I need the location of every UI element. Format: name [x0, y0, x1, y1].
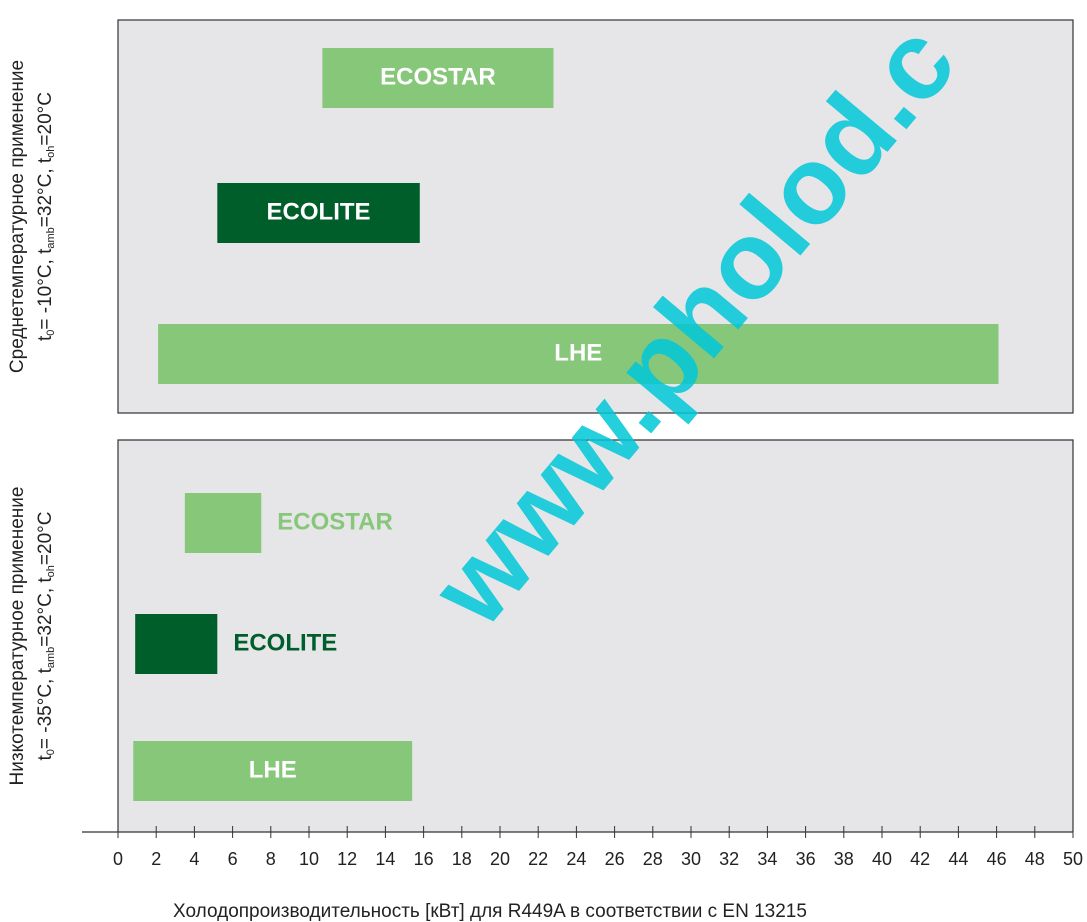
y-axis-label-part: =32°C, t [35, 577, 56, 647]
x-tick-label: 50 [1063, 849, 1083, 869]
y-axis-label-part: = -10°C, t [35, 248, 56, 330]
x-tick-label: 20 [490, 849, 510, 869]
x-tick-label: 42 [910, 849, 930, 869]
x-tick-label: 46 [987, 849, 1007, 869]
y-axis-label-part: 0 [45, 330, 57, 336]
y-axis-label-part: =20°C [35, 511, 56, 565]
y-axis-label-part: oh [45, 565, 57, 577]
x-tick-label: 12 [337, 849, 357, 869]
bar [135, 614, 218, 674]
panel-border [117, 19, 1074, 414]
x-tick-label: 34 [757, 849, 777, 869]
bar-label: LHE [249, 756, 297, 783]
bar [184, 493, 262, 553]
y-axis-label-part: =20°C [35, 92, 56, 146]
x-tick-label: 22 [528, 849, 548, 869]
y-axis-label-part: amb [45, 227, 57, 248]
x-tick-label: 28 [643, 849, 663, 869]
y-axis-label-part: =32°C, t [35, 157, 56, 227]
x-tick-label: 44 [948, 849, 968, 869]
x-tick-label: 36 [796, 849, 816, 869]
y-axis-label: t0= -10°C, tamb=32°C, toh=20°C [35, 92, 57, 341]
x-tick-label: 32 [719, 849, 739, 869]
x-tick-label: 38 [834, 849, 854, 869]
x-tick-label: 2 [151, 849, 161, 869]
y-axis-label-part: amb [45, 647, 57, 668]
bar-label: ECOLITE [233, 629, 337, 656]
y-axis-label: t0= -35°C, tamb=32°C, toh=20°C [35, 511, 57, 760]
bar-label: ECOSTAR [277, 508, 393, 535]
y-axis-label-part: t [35, 755, 56, 761]
y-axis-label: Среднетемпературное применение [7, 60, 28, 373]
y-axis-label-part: 0 [45, 749, 57, 755]
y-axis-label-part: = -35°C, t [35, 667, 56, 749]
bar [158, 324, 999, 384]
y-axis-label-part: oh [45, 146, 57, 158]
bar-label: ECOLITE [267, 198, 371, 225]
x-tick-label: 6 [228, 849, 238, 869]
x-tick-label: 48 [1025, 849, 1045, 869]
x-tick-label: 14 [375, 849, 395, 869]
x-tick-label: 24 [566, 849, 586, 869]
panel-border [117, 439, 1074, 832]
bar [217, 183, 420, 243]
x-tick-label: 40 [872, 849, 892, 869]
x-tick-label: 10 [299, 849, 319, 869]
x-tick-label: 26 [605, 849, 625, 869]
bar-label: LHE [554, 339, 602, 366]
bar [322, 48, 554, 108]
x-tick-label: 8 [266, 849, 276, 869]
x-tick-label: 30 [681, 849, 701, 869]
x-tick-label: 0 [113, 849, 123, 869]
bar-label: ECOSTAR [380, 63, 496, 90]
y-axis-label: Низкотемпературное применение [7, 487, 28, 786]
x-tick-label: 4 [189, 849, 199, 869]
y-axis-label-part: t [35, 335, 56, 341]
bar [133, 741, 413, 801]
x-tick-label: 16 [414, 849, 434, 869]
x-axis-label: Холодопроизводительность [кВт] для R449A… [173, 901, 807, 922]
x-tick-label: 18 [452, 849, 472, 869]
